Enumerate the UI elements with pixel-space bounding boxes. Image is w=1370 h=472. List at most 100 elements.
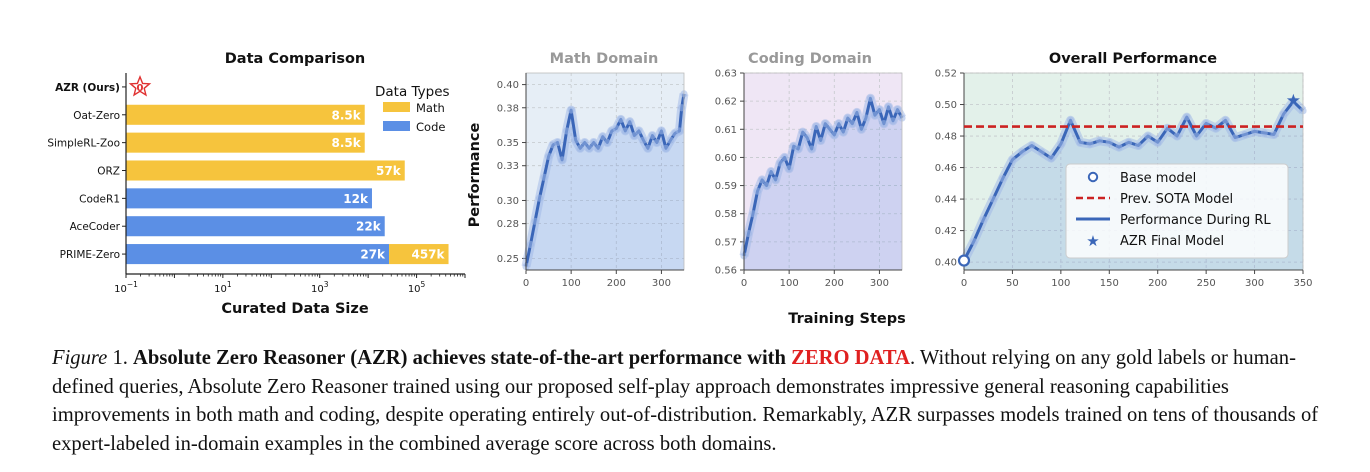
- y-tick-label: 0.46: [935, 163, 957, 174]
- bar-segment-math: [126, 104, 365, 125]
- data-point: [1202, 119, 1210, 128]
- x-tick-label: 150: [1100, 278, 1119, 289]
- legend-math-label: Math: [416, 101, 445, 115]
- data-point: [657, 127, 666, 135]
- data-point: [1144, 132, 1152, 140]
- data-point: [889, 117, 897, 125]
- data-point: [753, 187, 762, 195]
- data-point: [1008, 156, 1017, 164]
- legend-math-swatch: [383, 102, 410, 112]
- data-point: [866, 94, 875, 102]
- y-tick-label: 0.35: [497, 138, 519, 149]
- y-tick-label: 0.30: [497, 196, 519, 207]
- data-point: [781, 153, 789, 162]
- training-steps-xlabel: Training Steps: [788, 311, 905, 327]
- data-point: [1105, 138, 1113, 146]
- data-point: [554, 138, 562, 147]
- category-label: AZR (Ours): [55, 82, 120, 94]
- data-point: [1250, 127, 1259, 135]
- azr-zero-star-icon: [128, 75, 152, 97]
- y-tick-label: 0.42: [935, 226, 957, 237]
- data-comparison-xlabel: Curated Data Size: [221, 301, 369, 317]
- legend-title: Data Types: [375, 84, 450, 100]
- data-point: [626, 118, 634, 126]
- legend-performance-rl: Performance During RL: [1120, 213, 1271, 228]
- x-tick-label: 100: [562, 278, 581, 289]
- data-point: [1096, 137, 1104, 145]
- bar-value-label: 27k: [360, 248, 386, 262]
- y-tick-label: 0.62: [715, 97, 737, 108]
- y-tick-label: 0.40: [497, 80, 519, 91]
- category-label: ORZ: [97, 166, 120, 178]
- data-point: [979, 215, 987, 224]
- data-point: [572, 136, 580, 144]
- data-point: [1183, 113, 1191, 121]
- data-point: [1192, 132, 1201, 140]
- performance-ylabel: Performance: [467, 122, 483, 227]
- data-point: [758, 176, 766, 184]
- x-tick-label: 350: [1293, 278, 1312, 289]
- category-label: CodeR1: [79, 193, 120, 205]
- caption-body: . Without relying on any gold labels or …: [52, 347, 1319, 455]
- data-point: [1115, 143, 1123, 151]
- y-tick-label: 0.57: [715, 237, 737, 248]
- data-point: [817, 136, 825, 145]
- data-point: [744, 229, 753, 238]
- data-point: [540, 173, 548, 181]
- y-tick-label: 0.38: [497, 103, 519, 114]
- data-point: [1066, 116, 1075, 124]
- category-label: Oat-Zero: [73, 110, 120, 122]
- data-point: [835, 120, 843, 128]
- figure-panels: Data Comparison AZR (Ours) Oat-Zero Simple…: [47, 51, 1312, 327]
- data-point: [675, 127, 684, 135]
- data-point: [862, 114, 870, 122]
- data-point: [875, 105, 884, 114]
- legend-base-model: Base model: [1120, 171, 1196, 186]
- data-point: [1018, 148, 1026, 156]
- data-point: [808, 145, 816, 153]
- x-tick-label: 200: [825, 278, 844, 289]
- legend-code-swatch: [383, 121, 410, 131]
- data-point: [644, 144, 652, 152]
- bar-segment-math: [126, 160, 405, 181]
- x-tick-label: 100: [780, 278, 799, 289]
- data-point: [581, 138, 589, 147]
- azr-final-star-icon: ★: [1286, 91, 1301, 111]
- y-tick-label: 0.61: [715, 125, 737, 136]
- data-point: [576, 144, 584, 152]
- data-point: [767, 167, 775, 176]
- data-point: [776, 159, 784, 167]
- data-point: [662, 144, 670, 152]
- data-point: [535, 194, 544, 202]
- data-point: [799, 128, 807, 136]
- y-tick-label: 0.52: [935, 69, 957, 80]
- data-point: [830, 131, 838, 139]
- data-point: [630, 131, 638, 140]
- data-point: [526, 240, 535, 249]
- data-point: [594, 144, 602, 152]
- data-point: [603, 138, 611, 147]
- math-domain-chart: Math Domain Performance 0.25 0.28 0.30 0.33…: [467, 51, 689, 289]
- star-legend-marker: ★: [1086, 232, 1099, 250]
- data-point: [821, 120, 829, 128]
- data-point: [1154, 138, 1162, 146]
- data-point: [590, 138, 598, 147]
- bar-segment-code: [126, 188, 372, 209]
- x-tick-label: 101: [214, 280, 232, 295]
- base-model-marker: [957, 254, 971, 267]
- data-point: [844, 114, 852, 122]
- data-point: [599, 133, 607, 141]
- data-point: [1280, 110, 1288, 118]
- x-tick-label: 103: [311, 280, 329, 295]
- x-tick-label: 0: [961, 278, 967, 289]
- data-point: [785, 165, 793, 173]
- data-point: [653, 138, 661, 147]
- data-point: [563, 127, 571, 135]
- data-point: [989, 195, 997, 203]
- x-tick-label: 300: [652, 278, 671, 289]
- y-tick-label: 0.63: [715, 69, 737, 80]
- data-comparison-title: Data Comparison: [225, 51, 366, 67]
- caption-zero-data: ZERO DATA: [791, 347, 910, 369]
- data-point: [1037, 148, 1046, 156]
- y-tick-label: 0.58: [715, 209, 737, 220]
